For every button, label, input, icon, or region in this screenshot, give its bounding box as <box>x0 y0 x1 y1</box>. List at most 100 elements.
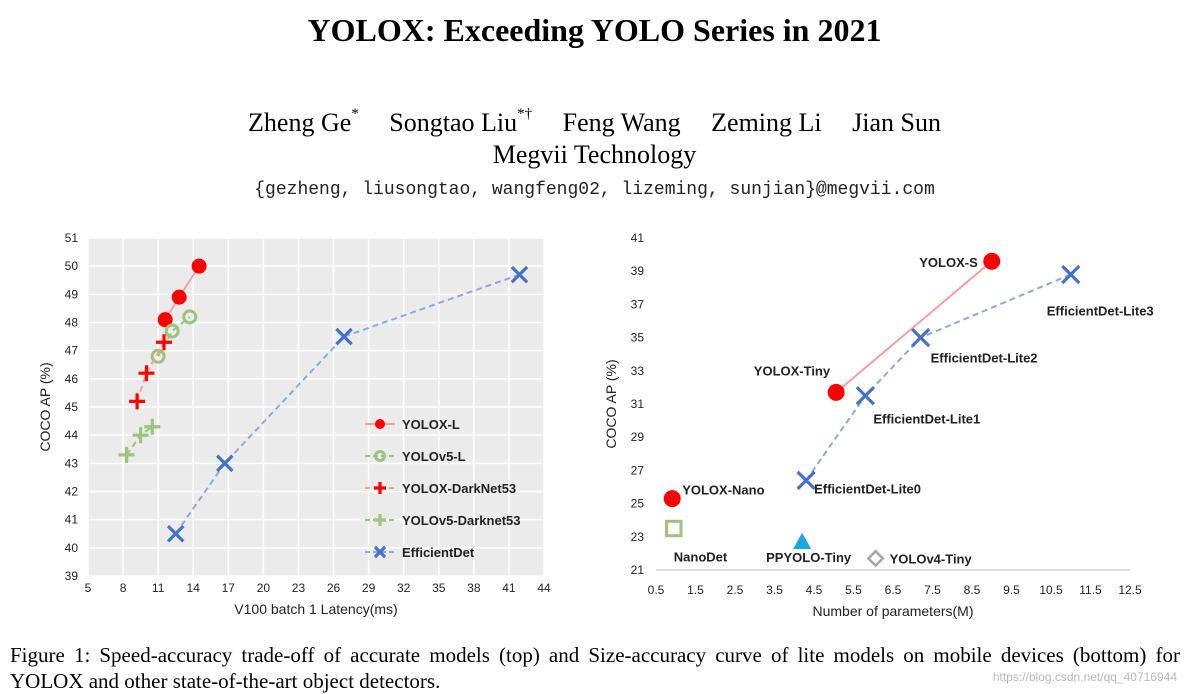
legend-label: EfficientDet <box>402 545 475 560</box>
point-label-yolox-tiny: YOLOX-Tiny <box>754 363 831 378</box>
data-point <box>150 348 166 364</box>
data-point-efficientdet-lite1 <box>855 386 875 406</box>
x-tick-label: 11 <box>152 581 165 595</box>
point-label-yolox-nano: YOLOX-Nano <box>682 483 764 498</box>
legend-label: YOLOv5-L <box>402 449 466 464</box>
data-point-yolox-nano <box>663 490 681 508</box>
x-tick-label: 5 <box>85 581 92 595</box>
x-tick-label: 14 <box>187 581 201 595</box>
data-point <box>191 258 207 274</box>
legend-marker <box>374 450 386 462</box>
data-point <box>156 334 172 351</box>
x-tick-label: 7.5 <box>924 583 941 597</box>
legend-marker <box>373 545 387 559</box>
figure-caption: Figure 1: Speed-accuracy trade-off of ac… <box>10 643 1180 693</box>
data-point <box>129 393 146 410</box>
y-tick-label: 39 <box>65 569 79 583</box>
y-tick-label: 51 <box>65 231 79 245</box>
affiliation: Megvii Technology <box>492 140 697 169</box>
data-point <box>335 327 353 346</box>
y-tick-label: 45 <box>65 400 79 414</box>
x-tick-label: 32 <box>397 581 411 595</box>
watermark: https://blog.csdn.net/qq_40716944 <box>992 670 1177 684</box>
legend-marker <box>375 419 385 429</box>
point-label-efficientdet-lite2: EfficientDet-Lite2 <box>931 351 1038 366</box>
data-point <box>182 309 198 325</box>
x-tick-label: 41 <box>502 581 516 595</box>
legend-item-yolox-darknet53: YOLOX-DarkNet53 <box>365 481 516 496</box>
author-list: Zheng Ge* Songtao Liu*† Feng Wang Zeming… <box>0 106 1189 138</box>
legend-item-yolov5-l: YOLOv5-L <box>365 449 466 464</box>
author-2: Songtao Liu*† <box>389 106 533 137</box>
x-tick-label: 38 <box>467 581 481 595</box>
x-tick-label: 8.5 <box>964 583 981 597</box>
y-tick-label: 50 <box>65 259 79 273</box>
y-tick-label: 39 <box>631 264 645 278</box>
gridlines <box>87 237 545 577</box>
y-tick-label: 47 <box>65 344 79 358</box>
author-emails: {gezheng, liusongtao, wangfeng02, lizemi… <box>254 180 935 200</box>
legend-label: YOLOv5-Darknet53 <box>402 513 521 528</box>
series-yolox-darknet53 <box>129 334 172 410</box>
legend-item-yolov5-darknet53: YOLOv5-Darknet53 <box>365 513 521 528</box>
data-point-efficientdet-lite0 <box>796 470 816 490</box>
y-tick-label: 48 <box>65 316 79 330</box>
point-label-yolov4-tiny: YOLOv4-Tiny <box>890 551 973 566</box>
x-tick-label: 23 <box>292 581 306 595</box>
data-point <box>510 265 529 284</box>
series-efficientdet-lite: EfficientDet-Lite0 EfficientDet-Lite1 Effi… <box>796 264 1154 496</box>
x-tick-label: 44 <box>537 581 551 595</box>
x-tick-label: 10.5 <box>1039 583 1063 597</box>
data-point <box>138 365 155 382</box>
y-tick-label: 37 <box>631 297 645 311</box>
series-yolov5-l <box>150 309 198 364</box>
data-point <box>132 427 149 444</box>
series-yolov5-darknet53 <box>118 418 161 463</box>
y-tick-label: 35 <box>631 331 645 345</box>
x-tick-label: 12.5 <box>1118 583 1142 597</box>
x-tick-label: 4.5 <box>806 583 823 597</box>
params-chart: 0.5 1.5 2.5 3.5 4.5 5.5 6.5 7.5 8.5 9.5 10.5 11.5 12… <box>603 231 1154 619</box>
legend-item-yolox-l: YOLOX-L <box>365 417 460 432</box>
author-4: Zeming Li <box>711 108 822 137</box>
y-tick-label: 31 <box>631 397 645 411</box>
series-line <box>835 260 993 394</box>
point-label-efficientdet-lite3: EfficientDet-Lite3 <box>1047 304 1154 319</box>
point-label-yolox-s: YOLOX-S <box>919 255 978 270</box>
legend-item-efficientdet: EfficientDet <box>365 545 475 560</box>
x-tick-label: 9.5 <box>1003 583 1020 597</box>
x-tick-label: 1.5 <box>687 583 704 597</box>
x-tick-label: 11.5 <box>1079 583 1102 597</box>
y-tick-label: 44 <box>65 428 79 442</box>
data-point <box>118 446 135 463</box>
y-tick-label: 27 <box>631 463 645 477</box>
data-point <box>157 312 173 328</box>
y-tick-label: 29 <box>631 430 645 444</box>
point-label-efficientdet-lite1: EfficientDet-Lite1 <box>873 412 980 427</box>
point-label-ppyolo-tiny: PPYOLO-Tiny <box>766 550 852 565</box>
x-tick-label: 8 <box>120 581 127 595</box>
y-tick-label: 40 <box>65 541 79 555</box>
series-nanodet: NanoDet <box>665 519 728 565</box>
x-tick-label: 0.5 <box>648 583 665 597</box>
author-1: Zheng Ge* <box>248 106 359 137</box>
data-point-efficientdet-lite3 <box>1061 264 1081 285</box>
author-3: Feng Wang <box>562 108 681 137</box>
x-tick-label: 6.5 <box>885 583 902 597</box>
data-point-yolov4-tiny <box>866 549 885 568</box>
paper-title: YOLOX: Exceeding YOLO Series in 2021 <box>307 12 882 48</box>
y-tick-label: 46 <box>65 372 79 386</box>
data-point-nanodet <box>665 519 683 538</box>
y-axis-label: COCO AP (%) <box>603 359 619 448</box>
y-tick-label: 42 <box>65 485 79 499</box>
series-line <box>136 341 165 402</box>
series-line <box>174 273 520 535</box>
x-tick-label: 20 <box>257 581 271 595</box>
x-tick-label: 35 <box>432 581 446 595</box>
y-tick-label: 43 <box>65 456 79 470</box>
point-label-nanodet: NanoDet <box>674 550 728 565</box>
legend: YOLOX-L YOLOv5-L YOLOX-DarkNet53 YOLOv5-Dar… <box>365 417 521 560</box>
data-point-yolox-tiny <box>827 383 845 401</box>
data-point <box>171 289 187 305</box>
data-point <box>216 454 234 473</box>
